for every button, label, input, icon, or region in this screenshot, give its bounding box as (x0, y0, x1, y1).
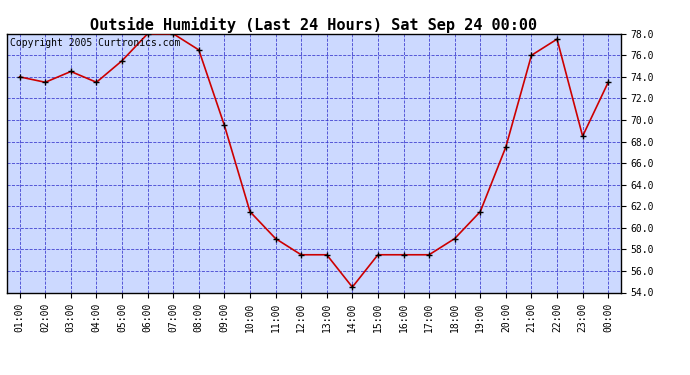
Text: Copyright 2005 Curtronics.com: Copyright 2005 Curtronics.com (10, 38, 180, 48)
Title: Outside Humidity (Last 24 Hours) Sat Sep 24 00:00: Outside Humidity (Last 24 Hours) Sat Sep… (90, 16, 538, 33)
